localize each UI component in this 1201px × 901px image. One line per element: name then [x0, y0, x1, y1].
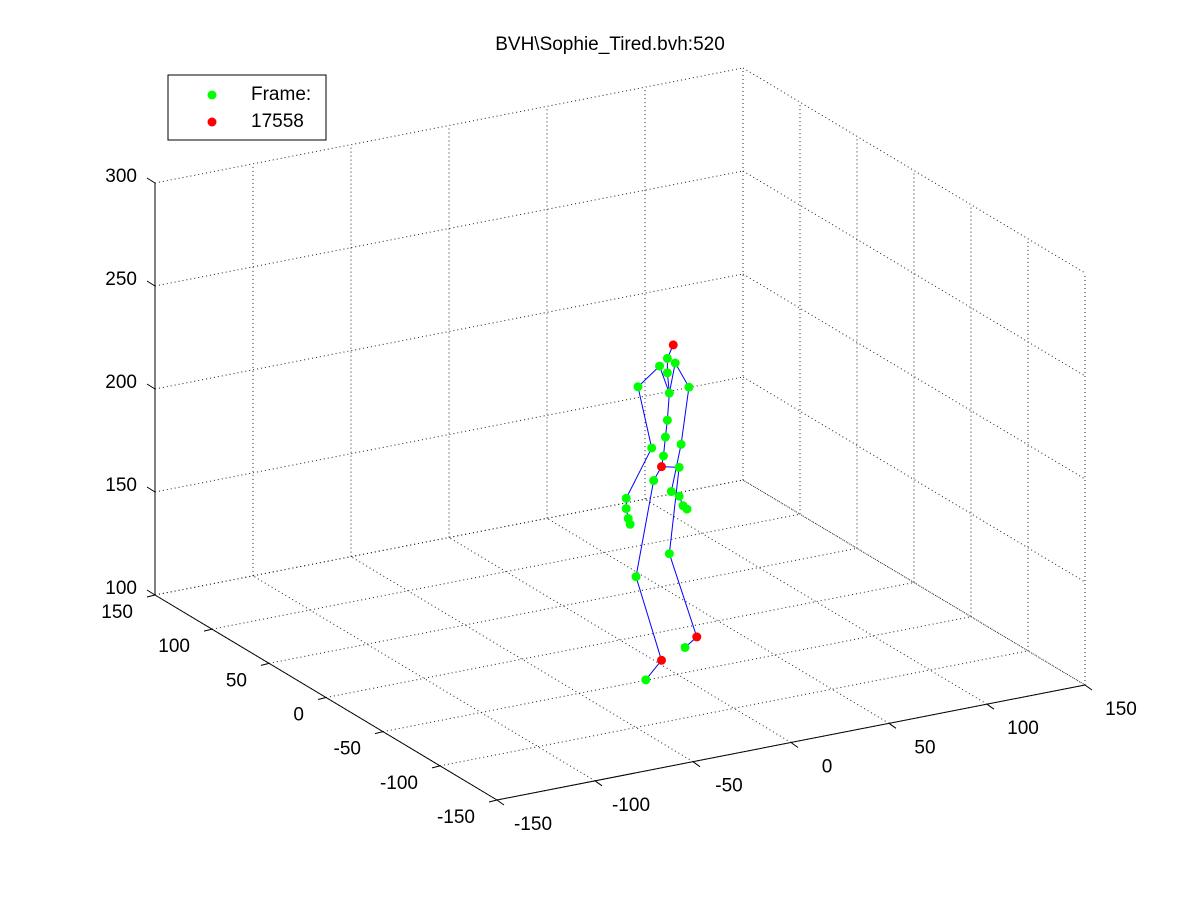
point	[676, 439, 686, 449]
grid-line	[742, 170, 1086, 377]
legend-label: 17558	[251, 111, 304, 132]
y-tick-label: -50	[334, 739, 361, 760]
y-tick	[146, 594, 156, 598]
point	[657, 462, 666, 472]
x-tick-label: 50	[914, 737, 935, 758]
grid-line	[252, 575, 596, 782]
grid-line	[742, 479, 1086, 686]
point	[680, 642, 690, 652]
y-tick-label: 50	[226, 670, 247, 691]
y-tick-label: 150	[101, 602, 133, 623]
grid-line	[742, 273, 1086, 480]
point	[684, 382, 694, 392]
x-tick	[594, 780, 603, 787]
point	[660, 432, 670, 442]
point	[668, 340, 678, 350]
y-tick-label: 100	[158, 636, 190, 657]
point	[633, 382, 643, 392]
y-tick	[260, 662, 270, 666]
point	[674, 462, 684, 472]
z-tick	[146, 486, 156, 493]
y-tick	[431, 765, 441, 769]
x-tick	[496, 799, 505, 806]
point	[625, 519, 635, 529]
z-tick-label: 300	[105, 166, 137, 187]
point	[666, 487, 676, 497]
point	[641, 675, 651, 685]
x-tick	[790, 742, 799, 748]
x-tick-label: 100	[1007, 718, 1039, 739]
x-tick	[1084, 684, 1093, 691]
legend-label: Frame:	[251, 84, 311, 105]
point	[692, 632, 702, 642]
z-tick-label: 200	[105, 372, 137, 393]
x-tick	[986, 703, 995, 710]
point	[647, 443, 657, 453]
point	[621, 493, 631, 503]
legend-marker	[207, 117, 217, 127]
y-tick-label: 0	[293, 705, 304, 726]
z-tick-label: 150	[105, 475, 137, 496]
y-tick	[317, 697, 327, 700]
z-tick	[146, 177, 156, 184]
point	[662, 415, 672, 425]
chart-title: BVH\Sophie_Tired.bvh:520	[495, 34, 725, 55]
point	[657, 655, 666, 665]
z-tick	[146, 383, 156, 390]
x-tick-label: 0	[822, 757, 833, 778]
z-tick-label: 250	[105, 269, 137, 290]
z-tick	[146, 589, 156, 596]
y-tick-label: -100	[380, 773, 418, 794]
y-tick	[488, 799, 498, 803]
x-tick-label: -150	[514, 814, 552, 835]
point	[649, 476, 659, 486]
grid-line	[742, 376, 1086, 583]
grid-line	[448, 537, 792, 743]
y-tick	[374, 731, 384, 735]
z-tick	[146, 280, 156, 287]
legend-box	[167, 74, 327, 141]
legend-marker	[207, 90, 217, 100]
z-tick-label: 100	[105, 578, 137, 599]
bone	[668, 467, 698, 648]
point	[662, 368, 672, 378]
point	[670, 358, 680, 368]
point	[658, 451, 668, 461]
x-tick-label: -50	[715, 776, 742, 797]
x-tick-label: -100	[612, 795, 650, 816]
point	[664, 549, 674, 559]
point	[664, 388, 674, 398]
grid-line	[350, 556, 694, 763]
x-tick-label: 150	[1105, 699, 1137, 720]
grid-line	[742, 67, 1086, 274]
point	[621, 504, 631, 514]
point	[682, 504, 692, 514]
point	[674, 491, 684, 501]
y-tick-label: -150	[437, 807, 475, 828]
point	[655, 361, 665, 371]
point	[631, 572, 641, 582]
x-tick	[692, 761, 701, 768]
point	[662, 353, 672, 363]
y-tick	[203, 628, 213, 632]
x-tick	[888, 722, 897, 729]
grid-line	[546, 517, 890, 724]
grid-line	[644, 498, 988, 705]
